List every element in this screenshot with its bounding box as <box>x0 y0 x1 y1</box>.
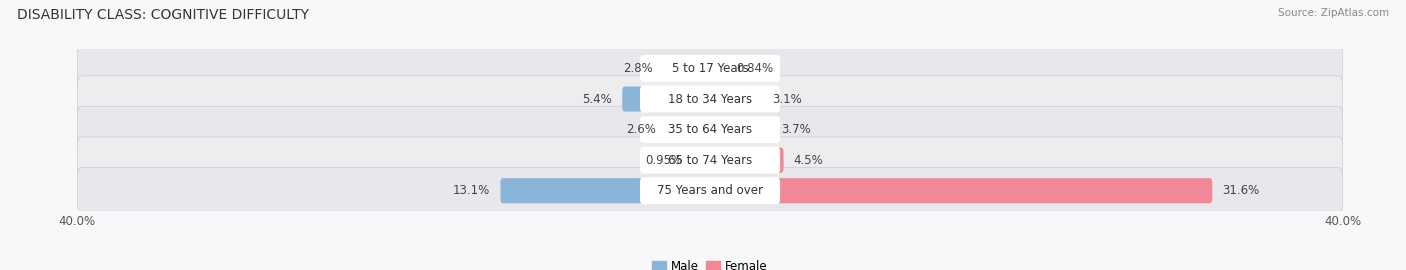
Text: 75 Years and over: 75 Years and over <box>657 184 763 197</box>
FancyBboxPatch shape <box>501 178 713 203</box>
Legend: Male, Female: Male, Female <box>652 260 768 270</box>
FancyBboxPatch shape <box>707 86 762 112</box>
FancyBboxPatch shape <box>77 167 1343 214</box>
FancyBboxPatch shape <box>693 148 713 173</box>
FancyBboxPatch shape <box>666 117 713 142</box>
FancyBboxPatch shape <box>707 178 1212 203</box>
Text: 0.95%: 0.95% <box>645 154 682 167</box>
FancyBboxPatch shape <box>707 56 725 81</box>
Text: 5 to 17 Years: 5 to 17 Years <box>672 62 748 75</box>
Text: 18 to 34 Years: 18 to 34 Years <box>668 93 752 106</box>
FancyBboxPatch shape <box>640 55 780 82</box>
Text: 13.1%: 13.1% <box>453 184 491 197</box>
FancyBboxPatch shape <box>640 116 780 143</box>
Text: 3.7%: 3.7% <box>782 123 811 136</box>
Text: 3.1%: 3.1% <box>772 93 801 106</box>
Text: 4.5%: 4.5% <box>794 154 824 167</box>
Text: 65 to 74 Years: 65 to 74 Years <box>668 154 752 167</box>
FancyBboxPatch shape <box>640 86 780 113</box>
FancyBboxPatch shape <box>640 147 780 174</box>
FancyBboxPatch shape <box>77 76 1343 122</box>
FancyBboxPatch shape <box>707 148 783 173</box>
FancyBboxPatch shape <box>77 106 1343 153</box>
FancyBboxPatch shape <box>664 56 713 81</box>
FancyBboxPatch shape <box>77 137 1343 183</box>
Text: 2.8%: 2.8% <box>623 62 654 75</box>
Text: Source: ZipAtlas.com: Source: ZipAtlas.com <box>1278 8 1389 18</box>
Text: 0.84%: 0.84% <box>735 62 773 75</box>
Text: DISABILITY CLASS: COGNITIVE DIFFICULTY: DISABILITY CLASS: COGNITIVE DIFFICULTY <box>17 8 309 22</box>
FancyBboxPatch shape <box>77 45 1343 92</box>
Text: 2.6%: 2.6% <box>627 123 657 136</box>
FancyBboxPatch shape <box>623 86 713 112</box>
Text: 35 to 64 Years: 35 to 64 Years <box>668 123 752 136</box>
FancyBboxPatch shape <box>640 177 780 204</box>
Text: 31.6%: 31.6% <box>1223 184 1260 197</box>
Text: 5.4%: 5.4% <box>582 93 612 106</box>
FancyBboxPatch shape <box>707 117 770 142</box>
